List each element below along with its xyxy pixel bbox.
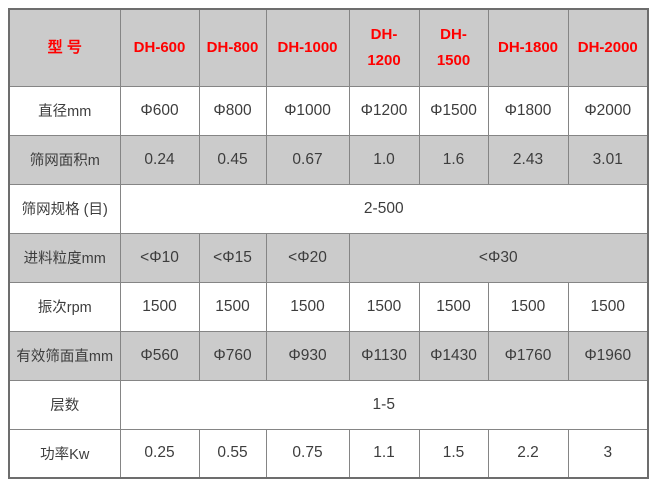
table-cell: 1.5 — [418, 428, 489, 479]
header-row: 型 号 DH-600 DH-800 DH-1000 DH- 1200 DH- 1… — [8, 8, 649, 87]
table-cell: 0.55 — [198, 428, 267, 479]
table-cell: 3 — [567, 428, 649, 479]
model-header-cell: 型 号 — [8, 8, 121, 87]
column-header-dh-1800: DH-1800 — [487, 8, 569, 87]
row-label: 筛网面积m — [8, 134, 121, 185]
table-cell: <Φ15 — [198, 232, 267, 283]
table-cell: Φ600 — [119, 85, 200, 136]
table-cell: Φ1960 — [567, 330, 649, 381]
table-cell: 1500 — [418, 281, 489, 332]
table-cell: <Φ10 — [119, 232, 200, 283]
table-cell: 1500 — [265, 281, 350, 332]
column-header-dh-600: DH-600 — [119, 8, 200, 87]
table-cell: 0.45 — [198, 134, 267, 185]
table-cell: <Φ20 — [265, 232, 350, 283]
row-label: 进料粒度mm — [8, 232, 121, 283]
table-cell: Φ2000 — [567, 85, 649, 136]
table-cell: Φ1000 — [265, 85, 350, 136]
row-layers: 层数 1-5 — [8, 379, 649, 430]
row-vibration-frequency: 振次rpm 1500 1500 1500 1500 1500 1500 1500 — [8, 281, 649, 332]
merged-cell: 2-500 — [119, 183, 649, 234]
table-cell: Φ930 — [265, 330, 350, 381]
table-cell: 1.6 — [418, 134, 489, 185]
table-cell: Φ1130 — [348, 330, 420, 381]
merged-cell: <Φ30 — [348, 232, 649, 283]
row-label: 筛网规格 (目) — [8, 183, 121, 234]
table-cell: 1500 — [119, 281, 200, 332]
table-cell: Φ1800 — [487, 85, 569, 136]
table-cell: Φ1430 — [418, 330, 489, 381]
table-cell: 0.67 — [265, 134, 350, 185]
row-power: 功率Kw 0.25 0.55 0.75 1.1 1.5 2.2 3 — [8, 428, 649, 479]
table-cell: 0.25 — [119, 428, 200, 479]
table-cell: 1500 — [487, 281, 569, 332]
column-header-dh-1000: DH-1000 — [265, 8, 350, 87]
table-cell: Φ560 — [119, 330, 200, 381]
table-cell: Φ1500 — [418, 85, 489, 136]
row-label: 振次rpm — [8, 281, 121, 332]
column-header-dh-1200: DH- 1200 — [348, 8, 420, 87]
row-mesh-spec: 筛网规格 (目) 2-500 — [8, 183, 649, 234]
table-cell: 1.0 — [348, 134, 420, 185]
table-cell: 1500 — [567, 281, 649, 332]
table-cell: Φ1760 — [487, 330, 569, 381]
row-feed-size: 进料粒度mm <Φ10 <Φ15 <Φ20 <Φ30 — [8, 232, 649, 283]
table-cell: 2.43 — [487, 134, 569, 185]
row-effective-screen-diameter: 有效筛面直mm Φ560 Φ760 Φ930 Φ1130 Φ1430 Φ1760… — [8, 330, 649, 381]
row-diameter: 直径mm Φ600 Φ800 Φ1000 Φ1200 Φ1500 Φ1800 Φ… — [8, 85, 649, 136]
table-cell: 0.75 — [265, 428, 350, 479]
column-header-dh-800: DH-800 — [198, 8, 267, 87]
table-cell: Φ760 — [198, 330, 267, 381]
column-header-dh-1500: DH- 1500 — [418, 8, 489, 87]
merged-cell: 1-5 — [119, 379, 649, 430]
column-header-dh-2000: DH-2000 — [567, 8, 649, 87]
table-cell: Φ1200 — [348, 85, 420, 136]
table-cell: 1.1 — [348, 428, 420, 479]
table-cell: 1500 — [348, 281, 420, 332]
row-label: 有效筛面直mm — [8, 330, 121, 381]
row-screen-area: 筛网面积m 0.24 0.45 0.67 1.0 1.6 2.43 3.01 — [8, 134, 649, 185]
table-cell: Φ800 — [198, 85, 267, 136]
spec-table: 型 号 DH-600 DH-800 DH-1000 DH- 1200 DH- 1… — [8, 8, 649, 479]
row-label: 直径mm — [8, 85, 121, 136]
table-cell: 3.01 — [567, 134, 649, 185]
table-cell: 2.2 — [487, 428, 569, 479]
row-label: 功率Kw — [8, 428, 121, 479]
table-cell: 0.24 — [119, 134, 200, 185]
table-cell: 1500 — [198, 281, 267, 332]
row-label: 层数 — [8, 379, 121, 430]
